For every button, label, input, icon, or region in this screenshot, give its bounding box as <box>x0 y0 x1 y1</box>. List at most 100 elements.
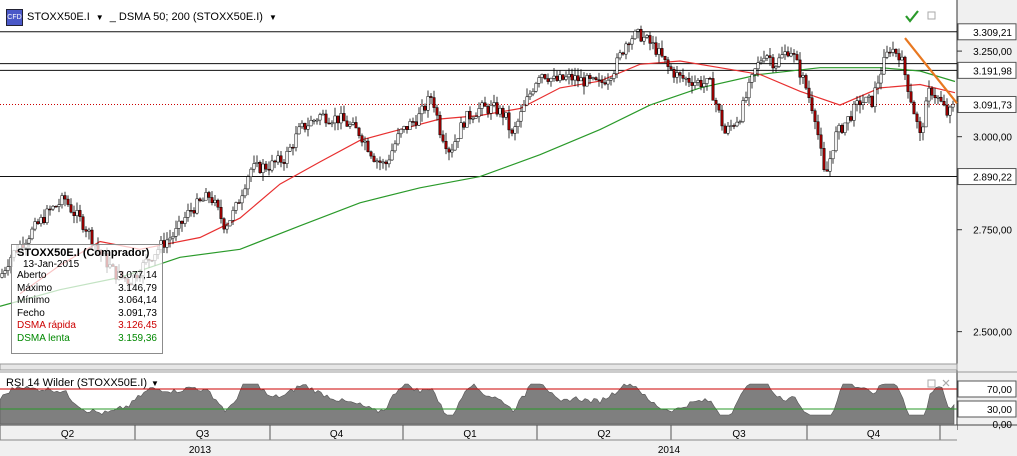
candle-body <box>69 204 73 213</box>
indicator-label[interactable]: _ DSMA 50; 200 (STOXX50E.I) <box>109 11 263 23</box>
candle-body <box>603 82 607 85</box>
rsi-level-label: 0,00 <box>993 420 1013 431</box>
candle-body <box>687 77 691 83</box>
candle-body <box>522 104 526 112</box>
rsi-remove-icon[interactable] <box>942 379 950 387</box>
candle-body <box>933 94 937 99</box>
candle-body <box>813 110 817 122</box>
rsi-dropdown-icon[interactable]: ▼ <box>151 378 159 388</box>
candle-body <box>303 122 307 130</box>
candle-body <box>633 31 637 40</box>
check-icon[interactable] <box>905 10 919 23</box>
candle-body <box>912 101 916 115</box>
symbol-dropdown-icon[interactable]: ▼ <box>95 12 104 22</box>
candle-body <box>33 221 37 230</box>
candle-body <box>939 96 943 102</box>
candle-body <box>630 38 634 45</box>
candle-body <box>771 57 775 69</box>
candle-body <box>798 59 802 78</box>
candle-body <box>552 75 556 79</box>
candle-body <box>780 54 784 59</box>
chart-toolbar: CFD STOXX50E.I ▼ _ DSMA 50; 200 (STOXX50… <box>6 8 279 26</box>
candle-body <box>525 96 529 106</box>
candle-body <box>573 75 577 81</box>
candle-body <box>672 69 676 78</box>
trendline-group[interactable] <box>904 37 958 105</box>
rsi-panel-close-icon[interactable] <box>927 379 936 388</box>
candle-body <box>471 118 475 120</box>
symbol-label[interactable]: STOXX50E.I <box>27 11 90 23</box>
candle-body <box>186 210 190 218</box>
candle-body <box>918 121 922 133</box>
candle-body <box>6 266 10 271</box>
candle-body <box>240 195 244 204</box>
candle-body <box>483 102 487 107</box>
candle-body <box>321 113 325 116</box>
year-label: 2013 <box>189 445 212 456</box>
candle-body <box>660 48 664 57</box>
candle-body <box>741 100 745 122</box>
data-window-title: STOXX50E.I (Comprador) <box>17 247 150 259</box>
candle-body <box>426 96 430 111</box>
candle-body <box>417 113 421 126</box>
candle-body <box>234 202 238 211</box>
candle-body <box>183 217 187 224</box>
candle-body <box>519 111 523 122</box>
candle-body <box>576 75 580 82</box>
candle-body <box>675 72 679 78</box>
candle-body <box>63 195 67 200</box>
level-label-box <box>957 168 1017 186</box>
candle-body <box>591 77 595 79</box>
candle-body <box>867 95 871 98</box>
candle-body <box>927 87 931 102</box>
quarter-label: Q2 <box>597 429 611 440</box>
rsi-level-label: 70,00 <box>987 385 1012 396</box>
candle-body <box>783 51 787 56</box>
candle-body <box>540 74 544 78</box>
rsi-title[interactable]: RSI 14 Wilder (STOXX50E.I) <box>6 377 148 389</box>
candle-body <box>900 56 904 61</box>
candle-body <box>711 78 715 101</box>
candle-body <box>696 79 700 83</box>
data-row-close: Fecho 3.091,73 <box>17 307 157 319</box>
candle-body <box>405 126 409 130</box>
candle-body <box>651 42 655 44</box>
candle-body <box>693 82 697 86</box>
candle-body <box>699 79 703 87</box>
candle-body <box>873 87 877 107</box>
candle-body <box>648 35 652 44</box>
candle-body <box>90 229 94 246</box>
candle-body <box>612 73 616 79</box>
candle-body <box>846 116 850 124</box>
candle-body <box>645 35 649 38</box>
candle-body <box>447 148 451 153</box>
candle-body <box>795 54 799 61</box>
indicator-dropdown-icon[interactable]: ▼ <box>268 12 277 22</box>
candle-body <box>225 225 229 230</box>
candle-body <box>864 96 868 103</box>
candle-body <box>765 55 769 59</box>
candle-body <box>330 122 334 125</box>
candle-body <box>393 143 397 152</box>
candle-body <box>309 120 313 127</box>
candle-body <box>816 121 820 136</box>
candle-body <box>453 141 457 151</box>
rsi-level-box <box>957 400 1017 418</box>
slow-ma-line <box>0 67 956 307</box>
candle-body <box>495 102 499 115</box>
candle-body <box>261 163 265 173</box>
candle-body <box>237 202 241 204</box>
candle-body <box>324 113 328 124</box>
candle-body <box>165 239 169 248</box>
candle-body <box>285 151 289 164</box>
candle-body <box>387 159 391 165</box>
panel-close-icon[interactable] <box>927 11 936 20</box>
x-axis: Q2 Q3 Q4 Q1 Q2 Q3 Q4 2013 2014 <box>0 425 957 456</box>
candle-body <box>345 120 349 127</box>
candle-body <box>759 60 763 63</box>
candle-body <box>723 125 727 134</box>
candle-body <box>249 168 253 177</box>
candle-body <box>564 76 568 80</box>
panel-separator[interactable] <box>0 363 958 371</box>
candle-body <box>570 74 574 81</box>
